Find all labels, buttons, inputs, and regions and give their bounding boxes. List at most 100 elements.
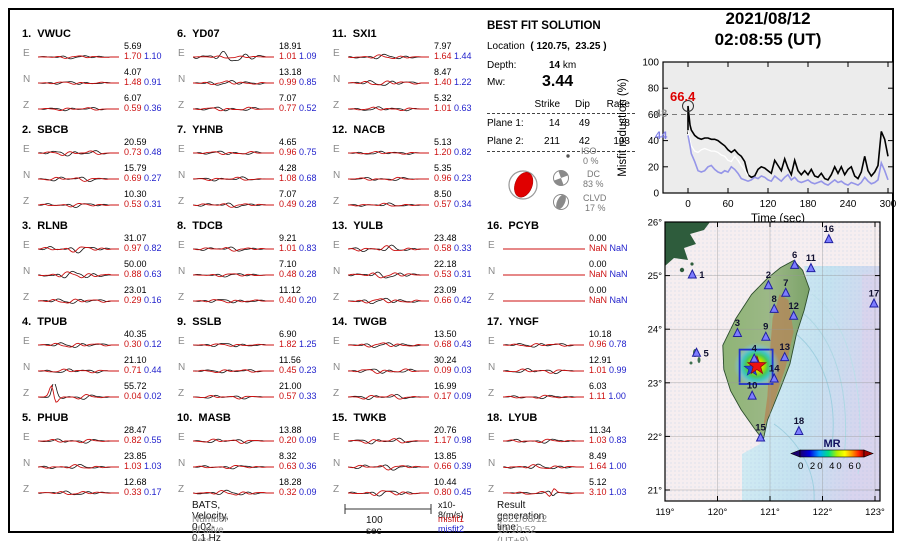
misfit1-value: 0.53 xyxy=(124,199,142,209)
misfit2-value: 1.00 xyxy=(609,461,627,471)
waveform-trace xyxy=(193,150,274,155)
peak-amplitude: 10.18 xyxy=(589,329,612,339)
component-label: Z xyxy=(333,100,340,111)
waveform-trace xyxy=(503,438,584,444)
component-label: N xyxy=(333,74,341,85)
trace-row-VWUC-E: E 5.69 1.70 1.10 xyxy=(18,41,170,69)
colorbar-title: MR xyxy=(823,438,840,450)
trace-values: 13.18 0.99 0.85 xyxy=(279,67,317,87)
component-label: E xyxy=(178,336,185,347)
map-station-triangle-10 xyxy=(747,390,757,400)
misfit2-label: misfit2 xyxy=(438,524,465,534)
station-title: 8. TDCB xyxy=(177,220,223,232)
svg-text:100: 100 xyxy=(642,58,659,69)
misfit1-value: 0.57 xyxy=(434,199,452,209)
peak-amplitude: 0.00 xyxy=(589,233,607,243)
waveform-trace xyxy=(348,106,429,112)
waveform-trace xyxy=(38,368,119,374)
waveform-trace xyxy=(348,490,429,497)
misfit1-value: 0.96 xyxy=(279,147,297,157)
misfit1-value: 0.97 xyxy=(124,243,142,253)
alive-data-count: Number of alive data: 51 xyxy=(192,514,228,541)
mw-value: 3.44 xyxy=(542,73,574,90)
map-station-triangle-13 xyxy=(779,351,790,362)
map-station-triangle-5 xyxy=(691,347,702,357)
iso-label: ISO xyxy=(581,146,597,156)
svg-text:26°: 26° xyxy=(648,218,663,229)
component-label: Z xyxy=(178,196,185,207)
misfit1-value: 1.64 xyxy=(589,461,607,471)
trace-row-TDCB-E: E 9.21 1.01 0.83 xyxy=(173,233,325,261)
trace-values: 18.28 0.32 0.09 xyxy=(279,477,317,497)
waveform-trace xyxy=(348,368,429,374)
map-frame xyxy=(664,221,881,502)
peak-amplitude: 5.35 xyxy=(434,163,452,173)
waveform-trace xyxy=(38,298,119,304)
svg-text:1: 1 xyxy=(699,270,705,281)
misfit2-value: 0.98 xyxy=(454,435,472,445)
map-station-triangle-12 xyxy=(788,310,799,320)
misfit2-value: 0.27 xyxy=(144,173,162,183)
peak-amplitude: 8.49 xyxy=(589,451,607,461)
peak-amplitude: 6.07 xyxy=(124,93,142,103)
trace-values: 50.00 0.88 0.63 xyxy=(124,259,162,279)
plane1-dip: 49 xyxy=(578,118,590,129)
peak-amplitude: 4.28 xyxy=(279,163,297,173)
component-label: N xyxy=(488,458,496,469)
component-label: E xyxy=(178,144,185,155)
depth-value: 14 xyxy=(549,60,561,71)
svg-text:44: 44 xyxy=(655,130,668,142)
svg-text:Misfit reduction (%): Misfit reduction (%) xyxy=(617,78,629,177)
misfit1-value: 0.96 xyxy=(434,173,452,183)
misfit1-value: 1.48 xyxy=(124,77,142,87)
trace-row-YHNB-N: N 4.28 1.08 0.68 xyxy=(173,163,325,191)
misfit1-value: 1.20 xyxy=(434,147,452,157)
misfit1-value: 0.20 xyxy=(279,435,297,445)
misfit2-value: 0.82 xyxy=(144,243,162,253)
component-label: N xyxy=(178,458,186,469)
trace-values: 11.56 0.45 0.23 xyxy=(279,355,317,375)
misfit2-value: 0.82 xyxy=(454,147,472,157)
svg-text:6: 6 xyxy=(792,250,797,261)
waveform-trace xyxy=(193,273,274,278)
trace-row-YNGF-N: N 12.91 1.01 0.99 xyxy=(483,355,635,383)
taiwan-map: 119° 120° 121° 122° 123°26°25°24°23°22°21°1 2… xyxy=(648,218,885,519)
component-label: N xyxy=(333,170,341,181)
trace-row-SSLB-N: N 11.56 0.45 0.23 xyxy=(173,355,325,383)
misfit1-value: NaN xyxy=(589,295,608,305)
station-block-RLNB: 3. RLNB E 31.07 0.97 0.82 N 50.00 0.88 0.63 Z 23… xyxy=(18,220,170,312)
trace-row-TWKB-Z: Z 10.44 0.80 0.45 xyxy=(328,477,480,505)
component-label: E xyxy=(333,432,340,443)
trace-values: 13.88 0.20 0.09 xyxy=(279,425,317,445)
trace-row-TPUB-N: N 21.10 0.71 0.44 xyxy=(18,355,170,383)
trace-values: 5.69 1.70 1.10 xyxy=(124,41,162,61)
component-label: Z xyxy=(488,388,495,399)
station-title: 7. YHNB xyxy=(177,124,224,136)
map-basemap xyxy=(665,222,880,501)
misfit1-value: 0.59 xyxy=(124,103,142,113)
figure-border xyxy=(8,8,894,533)
trace-row-MASB-N: N 8.32 0.63 0.36 xyxy=(173,451,325,479)
plane2-strike: 211 xyxy=(544,136,560,147)
misfit1-value: 0.66 xyxy=(434,295,452,305)
svg-text:12: 12 xyxy=(788,301,799,312)
trace-row-LYUB-Z: Z 5.12 3.10 1.03 xyxy=(483,477,635,505)
component-label: E xyxy=(333,48,340,59)
misfit2-value: 0.42 xyxy=(454,295,472,305)
trace-values: 0.00 NaN NaN xyxy=(589,259,628,279)
peak-amplitude: 20.76 xyxy=(434,425,457,435)
misfit1-value: 1.64 xyxy=(434,51,452,61)
svg-text:13: 13 xyxy=(779,342,790,353)
peak-amplitude: 7.97 xyxy=(434,41,452,51)
misfit1-value: 1.82 xyxy=(279,339,297,349)
plane2-dip: 42 xyxy=(578,136,590,147)
station-title: 2. SBCB xyxy=(22,124,69,136)
waveform-trace xyxy=(38,81,119,85)
event-time: 02:08:55 (UT) xyxy=(714,30,822,49)
trace-values: 9.21 1.01 0.83 xyxy=(279,233,317,253)
misfit2-value: 1.22 xyxy=(454,77,472,87)
svg-text:48: 48 xyxy=(655,108,667,120)
misfit2-value: 0.63 xyxy=(454,103,472,113)
table-divider-bottom xyxy=(487,151,635,152)
trace-values: 12.68 0.33 0.17 xyxy=(124,477,162,497)
